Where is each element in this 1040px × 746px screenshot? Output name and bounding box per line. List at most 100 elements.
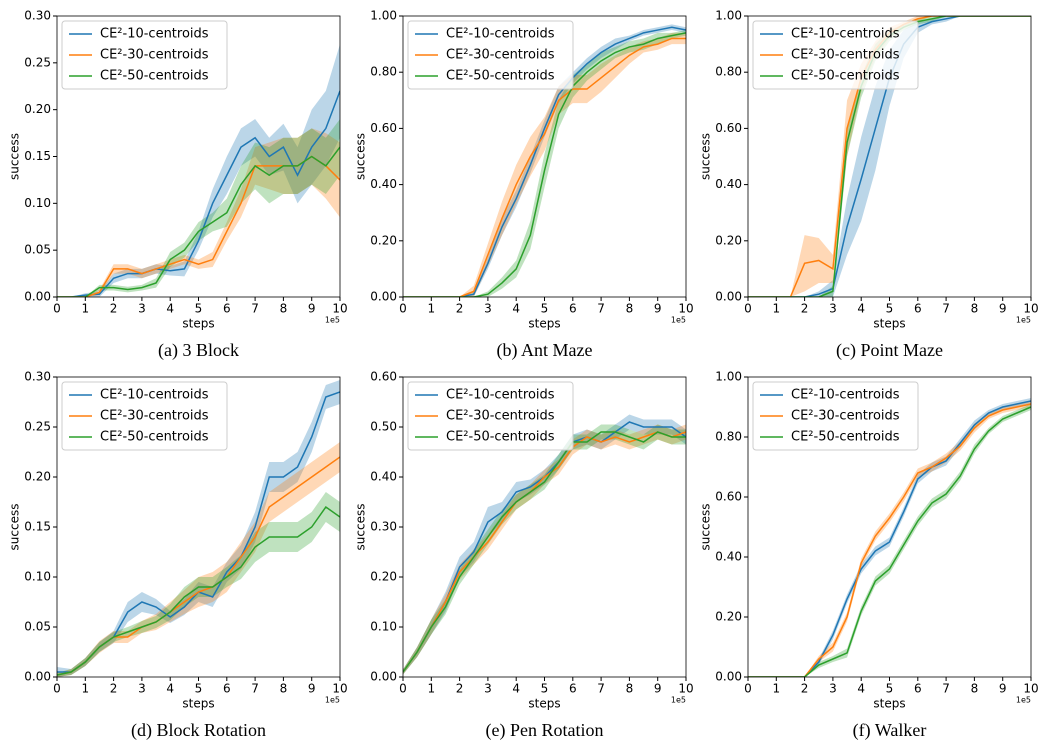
x-offset-label: 1e5 — [671, 696, 686, 705]
y-tick-label: 1.00 — [715, 9, 742, 23]
x-tick-label: 8 — [280, 302, 288, 316]
x-tick-label: 10 — [678, 682, 693, 696]
error-band — [57, 492, 340, 677]
series-line — [57, 505, 340, 676]
x-tick-label: 4 — [857, 682, 865, 696]
legend-box — [407, 20, 574, 90]
y-axis-label: success — [699, 133, 713, 180]
y-tick-label: 0.15 — [24, 149, 51, 163]
y-tick-label: 0.05 — [24, 620, 51, 634]
x-tick-label: 9 — [999, 302, 1007, 316]
x-axis-label: steps — [182, 697, 214, 711]
y-tick-label: 0.40 — [715, 550, 742, 564]
subplot: 0 1 2 3 4 5 6 7 8 9 10 0.00 0.20 0.40 0.60 0.80 1.00 1e5 s… — [354, 9, 694, 362]
x-tick-label: 5 — [195, 682, 203, 696]
x-tick-label: 1 — [772, 302, 780, 316]
legend-label: CE²-10-centroids — [791, 27, 900, 42]
y-tick-label: 0.30 — [370, 520, 397, 534]
x-tick-label: 8 — [971, 682, 979, 696]
error-band — [57, 380, 340, 677]
error-band — [57, 442, 340, 677]
legend-label: CE²-50-centroids — [446, 430, 555, 445]
y-tick-label: 0.20 — [715, 233, 742, 247]
x-tick-label: 7 — [251, 682, 259, 696]
x-tick-label: 3 — [484, 682, 492, 696]
x-axis-label: steps — [528, 317, 560, 331]
error-band — [57, 119, 340, 297]
y-tick-label: 0.00 — [24, 670, 51, 684]
y-tick-label: 0.80 — [715, 65, 742, 79]
legend-label: CE²-10-centroids — [446, 27, 555, 42]
x-offset-label: 1e5 — [325, 696, 340, 705]
x-tick-label: 3 — [829, 682, 837, 696]
series-line — [403, 37, 686, 297]
series-line — [403, 421, 686, 673]
y-tick-label: 0.50 — [370, 420, 397, 434]
legend-label: CE²-10-centroids — [100, 388, 209, 403]
x-tick-label: 6 — [223, 302, 231, 316]
x-tick-label: 5 — [886, 302, 894, 316]
y-tick-label: 0.20 — [370, 570, 397, 584]
x-offset-label: 1e5 — [1016, 696, 1031, 705]
x-offset-label: 1e5 — [325, 316, 340, 325]
y-tick-label: 0.00 — [24, 290, 51, 304]
x-tick-label: 5 — [195, 302, 203, 316]
x-tick-label: 5 — [541, 302, 549, 316]
series-line — [403, 32, 686, 297]
series-line — [748, 406, 1031, 677]
y-tick-label: 0.20 — [24, 470, 51, 484]
y-axis-label: success — [354, 504, 368, 551]
caption: (e) Pen Rotation — [486, 720, 604, 741]
x-tick-label: 3 — [829, 302, 837, 316]
x-tick-label: 0 — [399, 682, 407, 696]
x-tick-label: 8 — [280, 682, 288, 696]
error-band — [57, 128, 340, 297]
y-tick-label: 1.00 — [370, 9, 397, 23]
x-tick-label: 0 — [744, 682, 752, 696]
y-tick-label: 0.40 — [715, 177, 742, 191]
y-tick-label: 0.00 — [370, 290, 397, 304]
x-tick-label: 2 — [110, 682, 118, 696]
x-tick-label: 10 — [332, 682, 347, 696]
caption: (b) Ant Maze — [497, 340, 593, 361]
x-tick-label: 3 — [484, 302, 492, 316]
x-tick-label: 7 — [251, 302, 259, 316]
legend-label: CE²-30-centroids — [100, 48, 209, 63]
y-tick-label: 0.40 — [370, 470, 397, 484]
error-band — [403, 30, 686, 297]
x-tick-label: 7 — [597, 682, 605, 696]
y-axis-label: success — [354, 133, 368, 180]
y-tick-label: 0.05 — [24, 243, 51, 257]
x-tick-label: 9 — [308, 682, 316, 696]
subplot: 0 1 2 3 4 5 6 7 8 9 10 0.00 0.20 0.40 0.60 0.80 1.00 1e5 s… — [699, 9, 1039, 362]
y-tick-label: 0.30 — [24, 370, 51, 384]
x-tick-label: 1 — [427, 302, 435, 316]
legend-label: CE²-30-centroids — [791, 48, 900, 63]
y-tick-label: 0.00 — [715, 670, 742, 684]
x-axis-label: steps — [528, 697, 560, 711]
error-band — [748, 404, 1031, 677]
legend-box — [752, 20, 919, 90]
subplot: 0 1 2 3 4 5 6 7 8 9 10 0.00 0.20 0.40 0.60 0.80 1.00 1e5 s… — [699, 370, 1039, 742]
x-tick-label: 2 — [110, 302, 118, 316]
x-tick-label: 10 — [1023, 682, 1038, 696]
caption: (a) 3 Block — [158, 340, 239, 361]
y-tick-label: 0.00 — [715, 290, 742, 304]
x-tick-label: 3 — [138, 302, 146, 316]
x-tick-label: 6 — [569, 302, 577, 316]
x-tick-label: 4 — [512, 302, 520, 316]
y-tick-label: 0.10 — [370, 620, 397, 634]
x-tick-label: 4 — [166, 302, 174, 316]
legend-label: CE²-10-centroids — [791, 388, 900, 403]
legend-label: CE²-50-centroids — [100, 69, 209, 84]
x-tick-label: 4 — [857, 302, 865, 316]
series-line — [403, 26, 686, 297]
error-band — [403, 424, 686, 675]
x-axis-label: steps — [873, 317, 905, 331]
x-tick-label: 0 — [53, 302, 61, 316]
series-line — [403, 431, 686, 673]
error-band — [403, 414, 686, 675]
x-tick-label: 6 — [914, 682, 922, 696]
y-tick-label: 0.25 — [24, 420, 51, 434]
